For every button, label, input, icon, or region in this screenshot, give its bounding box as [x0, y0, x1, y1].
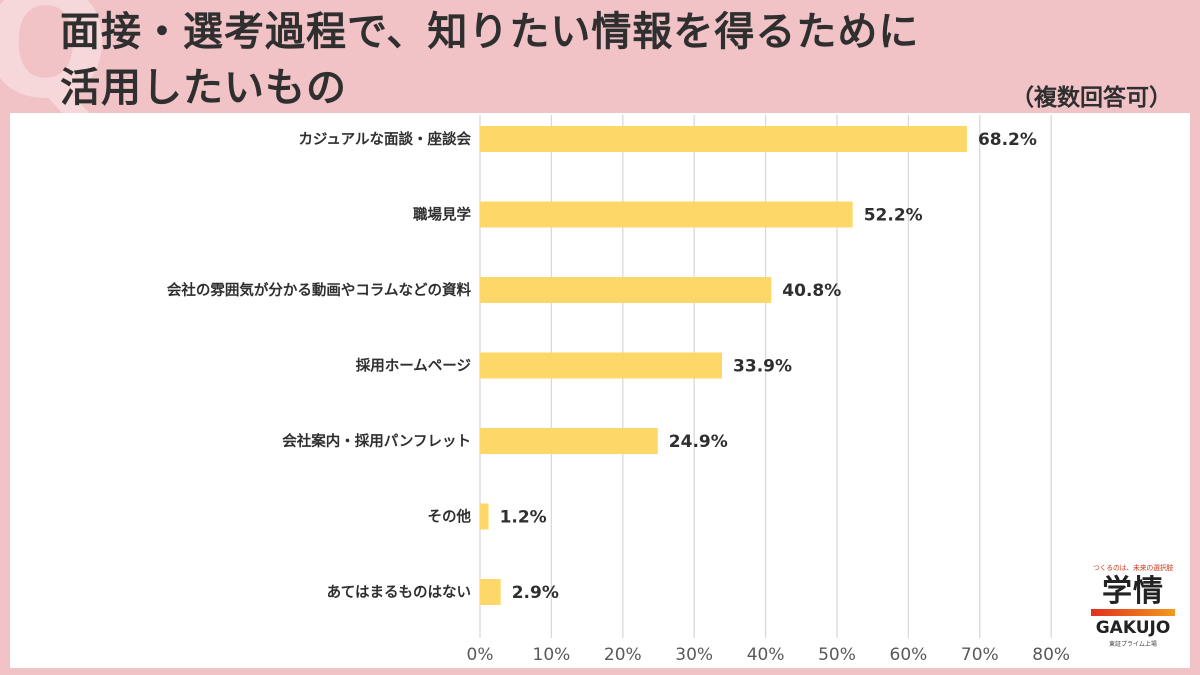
data-label: 1.2%: [500, 508, 547, 528]
category-label: あてはまるものはない: [327, 584, 471, 601]
x-tick-label: 20%: [604, 645, 642, 665]
logo-listing-note: 東証プライム上場: [1109, 641, 1157, 648]
bar: [480, 126, 967, 152]
data-label: 52.2%: [864, 206, 923, 226]
x-tick-label: 80%: [1032, 645, 1070, 665]
logo-english-name: GAKUJO: [1095, 618, 1171, 638]
category-label: 会社案内・採用パンフレット: [282, 432, 471, 450]
data-label: 24.9%: [669, 432, 728, 452]
category-label: その他: [428, 508, 472, 526]
bar: [480, 277, 772, 303]
x-tick-label: 50%: [818, 645, 856, 665]
data-label: 2.9%: [512, 583, 559, 603]
category-label: 採用ホームページ: [356, 357, 472, 375]
x-tick-label: 30%: [675, 645, 713, 665]
bar: [480, 428, 658, 454]
category-label: 職場見学: [413, 206, 471, 224]
data-label: 40.8%: [782, 281, 841, 301]
watermark-q: Q: [0, 0, 110, 132]
multiple-answers-note: （複数回答可）: [1011, 85, 1172, 111]
chart-panel: 0% 10% 20% 30% 40% 50% 60% 70% 80% カジュアルな面談・座談会 68…: [10, 113, 1190, 668]
data-label: 68.2%: [978, 130, 1037, 150]
logo-color-bar: [1091, 609, 1175, 616]
x-tick-label: 10%: [533, 645, 571, 665]
bar-chart: 0% 10% 20% 30% 40% 50% 60% 70% 80% カジュアルな面談・座談会 68…: [167, 115, 1070, 665]
logo-tagline: つくるのは、未来の選択肢: [1092, 564, 1174, 572]
bar: [480, 503, 489, 530]
logo-japanese-name: 学情: [1102, 574, 1164, 609]
title-line-1: 面接・選考過程で、知りたい情報を得るために: [60, 9, 920, 55]
gakujo-logo: つくるのは、未来の選択肢 学情 GAKUJO 東証プライム上場: [1082, 560, 1184, 662]
x-tick-label: 40%: [747, 645, 785, 665]
bar: [480, 201, 853, 228]
bar: [480, 352, 723, 379]
x-tick-label: 0%: [467, 645, 494, 665]
title-line-2: 活用したいもの: [60, 65, 347, 111]
category-label: カジュアルな面談・座談会: [298, 130, 471, 148]
category-label: 会社の雰囲気が分かる動画やコラムなどの資料: [167, 281, 472, 299]
page-title: 面接・選考過程で、知りたい情報を得るために 活用したいもの: [60, 4, 919, 116]
x-tick-label: 70%: [961, 645, 999, 665]
bar: [480, 579, 501, 605]
x-tick-label: 60%: [890, 645, 928, 665]
data-label: 33.9%: [733, 357, 792, 377]
